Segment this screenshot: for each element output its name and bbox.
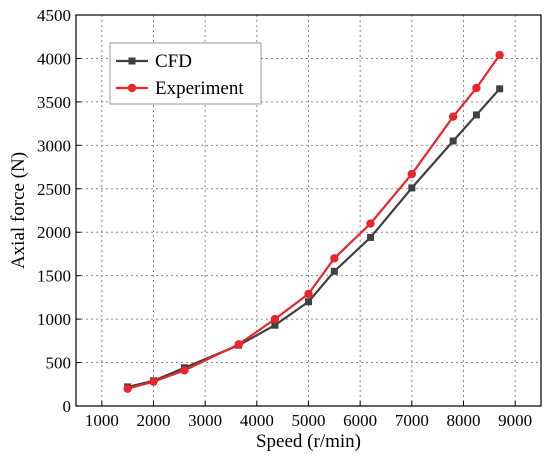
series-line	[127, 88, 501, 388]
data-point	[304, 289, 313, 299]
legend-label: Experiment	[155, 78, 244, 99]
data-point	[472, 111, 480, 119]
y-axis-title: Axial force (N)	[8, 152, 29, 269]
axis-ticks: 1000 2000 3000 4000 5000 6000 7000 8000 9000 0 500…	[37, 6, 532, 430]
y-tick-label: 3000	[37, 136, 71, 155]
x-tick-label: 6000	[343, 411, 377, 430]
data-point	[496, 85, 504, 93]
y-tick-label: 4500	[37, 6, 71, 25]
data-point	[330, 267, 338, 275]
y-tick-label: 2500	[37, 180, 71, 199]
data-point	[149, 377, 158, 386]
y-tick-label: 500	[46, 354, 72, 373]
y-tick-label: 4000	[37, 49, 71, 68]
data-point	[180, 366, 189, 375]
data-point	[408, 184, 416, 192]
data-point	[472, 83, 481, 93]
y-tick-label: 2000	[37, 223, 71, 242]
data-point	[407, 169, 417, 179]
legend-swatch-marker	[128, 57, 136, 65]
legend-label: CFD	[155, 51, 192, 72]
data-point	[270, 314, 280, 324]
series-experiment	[123, 50, 504, 393]
data-point	[123, 384, 132, 393]
legend-item: CFD	[116, 51, 192, 72]
x-axis-title: Speed (r/min)	[256, 431, 361, 452]
series-cfd	[124, 85, 504, 391]
y-tick-label: 3500	[37, 93, 71, 112]
legend-box	[109, 42, 262, 105]
x-tick-label: 4000	[240, 411, 274, 430]
legend-swatch-marker	[127, 83, 137, 93]
x-tick-label: 2000	[137, 411, 171, 430]
data-point	[305, 298, 312, 306]
data-point	[495, 50, 504, 60]
data-point	[234, 340, 243, 349]
legend-item: Experiment	[116, 78, 244, 99]
data-point	[366, 219, 375, 228]
data-point	[271, 321, 279, 329]
x-tick-label: 3000	[188, 411, 222, 430]
x-tick-label: 8000	[447, 411, 481, 430]
x-tick-label: 9000	[498, 411, 532, 430]
data-point	[448, 112, 458, 121]
x-tick-label: 7000	[395, 411, 429, 430]
y-tick-label: 0	[63, 397, 72, 416]
data-point	[367, 233, 374, 241]
y-tick-label: 1000	[37, 310, 71, 329]
series-line	[127, 54, 501, 390]
x-tick-label: 1000	[85, 411, 119, 430]
legend: CFD Experiment	[109, 42, 262, 105]
data-point	[449, 137, 457, 145]
series-lines	[123, 50, 504, 393]
x-tick-label: 5000	[292, 411, 326, 430]
data-point	[330, 254, 339, 263]
y-tick-label: 1500	[37, 267, 71, 286]
